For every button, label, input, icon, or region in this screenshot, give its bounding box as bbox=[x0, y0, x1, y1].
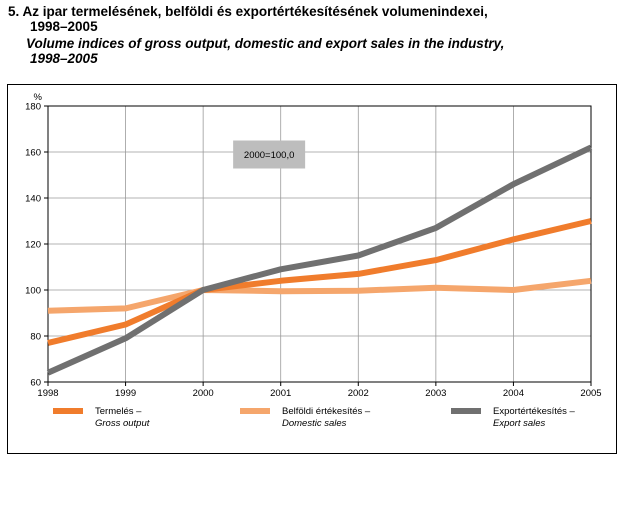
y-tick-label-60: 60 bbox=[30, 378, 41, 389]
chart-title-block: 5. Az ipar termelésének, belföldi és exp… bbox=[8, 4, 618, 66]
y-tick-label-140: 140 bbox=[25, 194, 41, 205]
chart-axes: 60 80 100 120 140 160 180% 1998 1999 2000 2001 2002… bbox=[25, 92, 601, 399]
x-tick-label-1998: 1998 bbox=[37, 388, 58, 399]
legend-label-en-gross-output: Gross output bbox=[95, 418, 150, 429]
legend-label-hu-gross-output: Termelés – bbox=[95, 406, 142, 417]
chart-annotation: 2000=100,0 bbox=[233, 140, 306, 169]
legend-label-hu-domestic-sales: Belföldi értékesítés – bbox=[282, 406, 371, 417]
x-tick-label-2004: 2004 bbox=[503, 388, 524, 399]
y-tick-label-180: 180 bbox=[25, 102, 41, 113]
legend-label-hu-export-sales: Exportértékesítés – bbox=[493, 406, 576, 417]
chart-frame: 60 80 100 120 140 160 180% 1998 1999 2000 2001 2002… bbox=[7, 84, 617, 454]
x-tick-label-2005: 2005 bbox=[580, 388, 601, 399]
legend-label-en-domestic-sales: Domestic sales bbox=[282, 418, 347, 429]
chart-series bbox=[46, 144, 593, 376]
series-line-export-sales bbox=[46, 144, 593, 376]
y-tick-label-160: 160 bbox=[25, 148, 41, 159]
title-en-line1: Volume indices of gross output, domestic… bbox=[26, 36, 505, 51]
x-tick-label-2002: 2002 bbox=[348, 388, 369, 399]
annotation-label: 2000=100,0 bbox=[244, 150, 294, 161]
line-chart: 60 80 100 120 140 160 180% 1998 1999 2000 2001 2002… bbox=[25, 92, 601, 429]
series-line-gross-output bbox=[47, 218, 592, 346]
chart-grid bbox=[48, 106, 591, 382]
title-hu-line1: 5. Az ipar termelésének, belföldi és exp… bbox=[8, 4, 488, 19]
y-tick-label-80: 80 bbox=[30, 332, 41, 343]
title-hungarian: 5. Az ipar termelésének, belföldi és exp… bbox=[8, 4, 618, 34]
legend-label-en-export-sales: Export sales bbox=[493, 418, 546, 429]
title-en-line2: 1998–2005 bbox=[30, 51, 98, 66]
y-tick-label-100: 100 bbox=[25, 286, 41, 297]
title-hu-line2: 1998–2005 bbox=[30, 19, 98, 34]
x-tick-label-1999: 1999 bbox=[115, 388, 136, 399]
x-tick-label-2000: 2000 bbox=[193, 388, 214, 399]
x-tick-label-2001: 2001 bbox=[270, 388, 291, 399]
chart-legend: Termelés –Gross output Belföldi értékesít… bbox=[53, 406, 576, 429]
series-line-domestic-sales bbox=[47, 277, 592, 314]
annotation-box bbox=[233, 140, 306, 169]
y-tick-label-120: 120 bbox=[25, 240, 41, 251]
x-tick-label-2003: 2003 bbox=[425, 388, 446, 399]
y-axis-label: % bbox=[34, 92, 43, 103]
title-english: Volume indices of gross output, domestic… bbox=[26, 36, 618, 66]
